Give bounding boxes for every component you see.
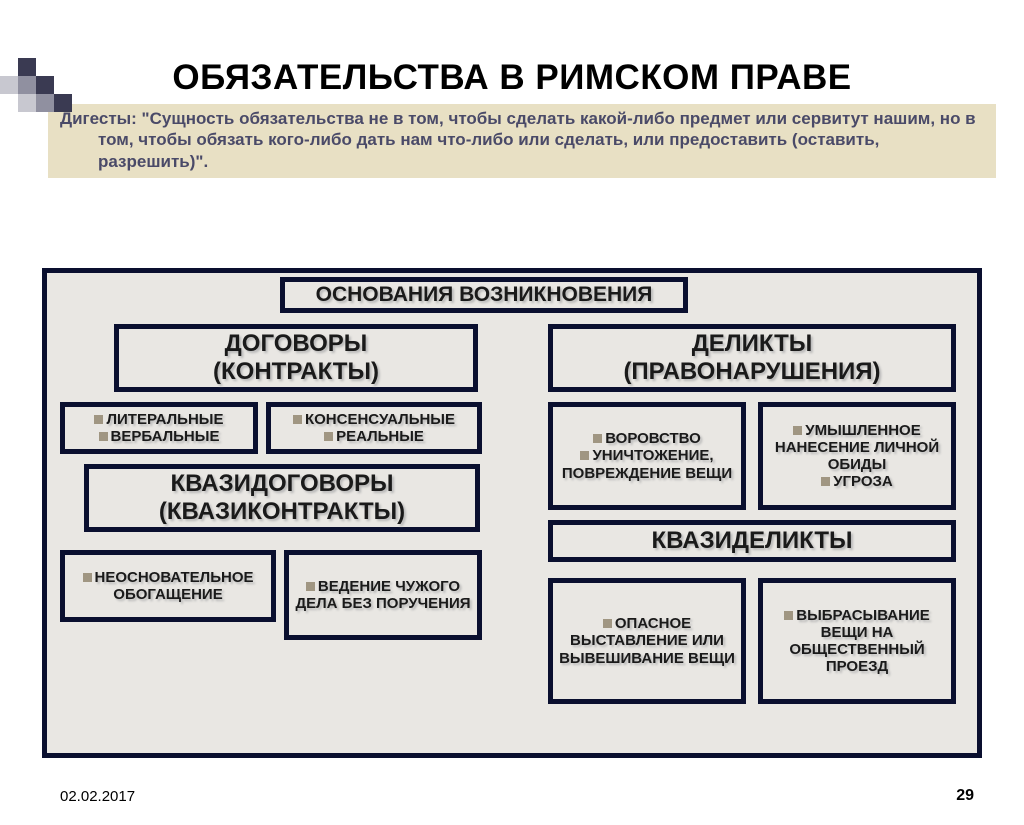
diagram-box-b9: КВАЗИДЕЛИКТЫ xyxy=(548,520,956,562)
diagram-box-b2: ДОГОВОРЫ(КОНТРАКТЫ) xyxy=(114,324,478,392)
diagram-box-b3: ДЕЛИКТЫ(ПРАВОНАРУШЕНИЯ) xyxy=(548,324,956,392)
footer-page: 29 xyxy=(956,787,974,805)
footer-date: 02.02.2017 xyxy=(60,788,135,805)
diagram-box-b11: ВЕДЕНИЕ ЧУЖОГО ДЕЛА БЕЗ ПОРУЧЕНИЯ xyxy=(284,550,482,640)
diagram-box-b4: ЛИТЕРАЛЬНЫЕВЕРБАЛЬНЫЕ xyxy=(60,402,258,454)
diagram-box-b1: ОСНОВАНИЯ ВОЗНИКНОВЕНИЯ xyxy=(280,277,688,313)
diagram-box-b7: УМЫШЛЕННОЕ НАНЕСЕНИЕ ЛИЧНОЙ ОБИДЫУГРОЗА xyxy=(758,402,956,510)
diagram-box-b12: ОПАСНОЕ ВЫСТАВЛЕНИЕ ИЛИ ВЫВЕШИВАНИЕ ВЕЩИ xyxy=(548,578,746,704)
diagram-box-b13: ВЫБРАСЫВАНИЕ ВЕЩИ НА ОБЩЕСТВЕННЫЙ ПРОЕЗД xyxy=(758,578,956,704)
diagram-box-b10: НЕОСНОВАТЕЛЬНОЕ ОБОГАЩЕНИЕ xyxy=(60,550,276,622)
diagram-box-b8: КВАЗИДОГОВОРЫ(КВАЗИКОНТРАКТЫ) xyxy=(84,464,480,532)
corner-decoration xyxy=(0,58,72,112)
quote-box: Дигесты: "Сущность обязательства не в то… xyxy=(48,104,996,178)
slide-title: ОБЯЗАТЕЛЬСТВА В РИМСКОМ ПРАВЕ xyxy=(0,58,1024,98)
diagram-box-b5: КОНСЕНСУАЛЬНЫЕРЕАЛЬНЫЕ xyxy=(266,402,482,454)
diagram-box-b6: ВОРОВСТВОУНИЧТОЖЕНИЕ, ПОВРЕЖДЕНИЕ ВЕЩИ xyxy=(548,402,746,510)
